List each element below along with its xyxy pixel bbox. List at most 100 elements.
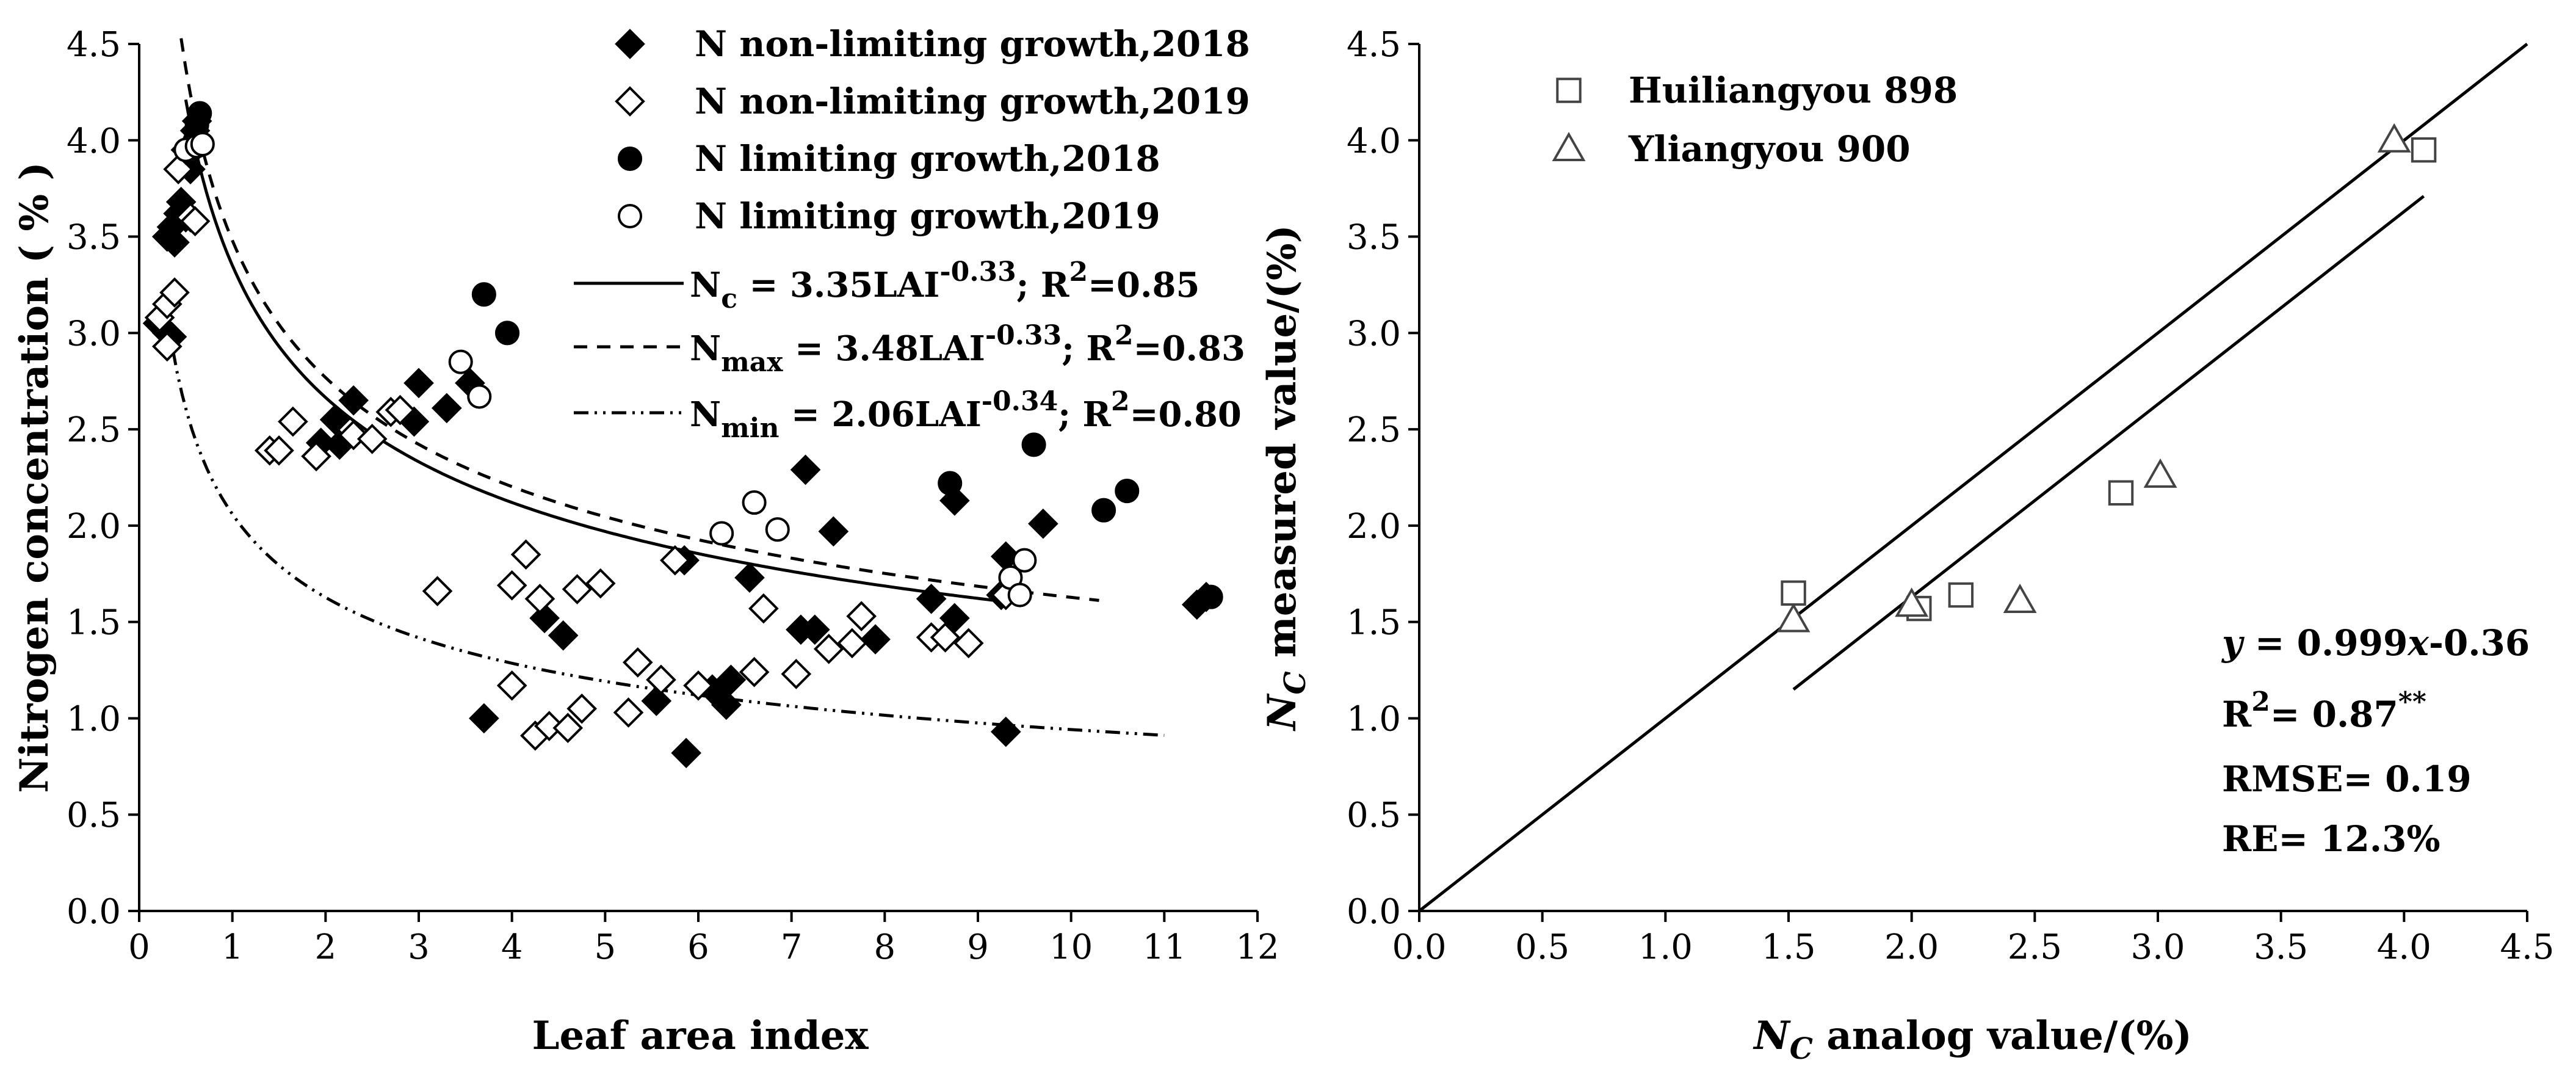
nmax-eq: = 3.48LAI [783,328,985,369]
y-tick-label: 2.5 [1347,410,1401,450]
nmin-r: ; R [1058,394,1111,435]
point-triangle-open [2377,123,2411,153]
x-tick-label: 1.5 [1761,927,1815,967]
fit-line [1792,195,2425,691]
right-y-ticks: 0.0 0.5 1.0 1.5 2.0 2.5 3.0 3.5 4.0 4.5 [1347,25,1419,932]
point-square-open [2108,480,2134,506]
point-diamond-open [496,570,527,601]
eq-rest: = 0.999 [2243,622,2408,664]
left-y-ticks: 0.0 0.5 1.0 1.5 2.0 2.5 3.0 3.5 4.0 4.5 [67,25,139,932]
x-tick-label: 4.5 [2500,927,2554,967]
point-diamond-open [552,713,584,744]
stats-equation: y = 0.999x-0.36 [2221,622,2530,664]
curve-nc [184,99,1016,604]
nc-exp: -0.33 [939,256,1016,288]
point-triangle-open [1895,587,1929,617]
point-diamond-open [837,628,867,659]
point-triangle-open [1776,603,1811,633]
x-tick-label: 1 [222,927,244,967]
point-diamond-open [953,628,984,659]
legend-label-nonlimit-2019: N non-limiting growth,2019 [695,81,1250,122]
point-diamond-filled [711,689,742,720]
point-circle-filled [1091,498,1116,523]
x-tick-label: 12 [1236,927,1279,967]
y-tick-label: 0.5 [1347,796,1401,835]
x-tick-label: 0.0 [1392,927,1446,967]
right-legend: Huiliangyou 898 Yliangyou 900 [1552,70,1958,170]
point-circle-filled [938,471,963,496]
x-tick-label: 7 [781,927,803,967]
nc-r2sup: 2 [1069,256,1088,288]
r2-sig: ** [2398,686,2426,717]
point-diamond-filled [159,227,190,258]
y-tick-label: 1.0 [1347,699,1401,739]
y-tick-label: 1.5 [1347,603,1401,643]
ry-sub: C [1278,671,1312,694]
point-diamond-filled [800,614,830,645]
point-circle-filled [1198,584,1223,609]
y-tick-label: 2.0 [1347,507,1401,546]
point-diamond-open [301,441,331,472]
legend-marker-circle-open [617,203,643,229]
nmax-r2sup: 2 [1115,320,1134,351]
y-tick-label: 2.5 [67,410,121,450]
point-diamond-open [813,634,844,664]
nmax-exp: -0.33 [985,320,1062,351]
point-triangle-open [2003,583,2037,613]
left-x-ticks: 0 1 2 3 4 5 6 7 8 9 10 11 12 [128,911,1279,967]
x-tick-label: 4.0 [2377,927,2431,967]
y-tick-label: 4.0 [1347,122,1401,161]
y-tick-label: 3.0 [67,314,121,354]
x-tick-label: 4 [501,927,523,967]
x-tick-label: 11 [1143,927,1186,967]
point-diamond-open [566,693,597,724]
eq-x: x [2406,622,2429,664]
y-tick-label: 4.5 [1347,25,1401,65]
point-diamond-open [585,568,616,599]
point-diamond-open [646,664,676,695]
r2-r: R [2222,694,2252,735]
point-diamond-open [683,670,714,701]
stats-re: RE= 12.3% [2222,818,2440,860]
nmin-eq: = 2.06LAI [779,394,981,435]
point-circle-open [190,132,215,157]
y-tick-label: 0.5 [67,796,121,835]
nmin-r2val: =0.80 [1130,394,1242,435]
nc-r: ; R [1016,265,1069,305]
point-diamond-filled [548,620,579,651]
nmax-r2val: =0.83 [1134,328,1245,369]
x-tick-label: 2.0 [1884,927,1939,967]
point-diamond-open [179,206,211,237]
point-diamond-open [562,574,593,604]
y-tick-label: 1.0 [67,699,121,739]
x-tick-label: 8 [874,927,896,967]
point-triangle-open [2143,458,2177,488]
curve-nmax [179,38,1099,602]
legend-nmax-formula: Nmax = 3.48LAI-0.33; R2=0.83 [690,320,1245,378]
point-square-open [1948,582,1974,608]
y-tick-label: 1.5 [67,603,121,643]
point-diamond-filled [469,703,499,734]
point-diamond-open [496,670,527,701]
left-chart: 0 1 2 3 4 5 6 7 8 9 10 11 12 0.00.51.01.52.02.53.03.… [12,23,1279,1059]
x-tick-label: 2 [315,927,337,967]
y-tick-label: 4.0 [67,122,121,161]
nmin-exp: -0.34 [982,386,1058,417]
point-diamond-open [422,576,453,607]
legend-label-limit-2019: N limiting growth,2019 [695,195,1160,237]
legend-marker-diamond-filled [615,29,645,59]
right-chart: 0.0 0.5 1.0 1.5 2.0 2.5 3.0 3.5 4.0 4.5 0.0 0.5 1.0… [1259,25,2555,1066]
point-circle-open [448,349,473,374]
point-diamond-open [748,593,779,624]
right-stats: y = 0.999x-0.36 R2= 0.87** RMSE= 0.19 RE… [2221,622,2530,860]
point-diamond-filled [818,516,849,547]
nc-r2val: =0.85 [1088,265,1199,305]
legend-label-yliangyou: Yliangyou 900 [1628,128,1911,170]
point-diamond-open [534,711,565,741]
right-y-axis-label: NC measured value/(%) [1259,225,1312,731]
point-circle-open [742,490,767,515]
stats-rmse: RMSE= 0.19 [2222,758,2472,800]
nmin-r2sup: 2 [1111,386,1130,417]
point-circle-filled [187,101,212,126]
